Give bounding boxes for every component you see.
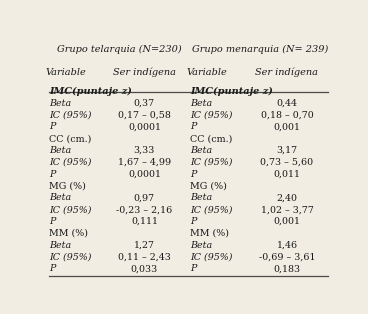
Text: IMC(puntaje z): IMC(puntaje z) bbox=[49, 87, 132, 96]
Text: Beta: Beta bbox=[190, 241, 212, 250]
Text: Grupo menarquia (N= 239): Grupo menarquia (N= 239) bbox=[192, 45, 329, 54]
Text: IC (95%): IC (95%) bbox=[190, 158, 233, 167]
Text: 0,033: 0,033 bbox=[131, 264, 158, 273]
Text: P: P bbox=[190, 122, 197, 131]
Text: 0,011: 0,011 bbox=[273, 170, 301, 179]
Text: P: P bbox=[49, 122, 55, 131]
Text: 0,18 – 0,70: 0,18 – 0,70 bbox=[261, 111, 314, 119]
Text: 0,111: 0,111 bbox=[131, 217, 158, 226]
Text: Grupo telarquia (N=230): Grupo telarquia (N=230) bbox=[57, 45, 182, 54]
Text: 3,17: 3,17 bbox=[276, 146, 298, 155]
Text: Ser indígena: Ser indígena bbox=[255, 68, 318, 78]
Text: MG (%): MG (%) bbox=[49, 181, 86, 191]
Text: IC (95%): IC (95%) bbox=[49, 111, 91, 119]
Text: IC (95%): IC (95%) bbox=[49, 205, 91, 214]
Text: Beta: Beta bbox=[190, 146, 212, 155]
Text: Beta: Beta bbox=[49, 99, 71, 108]
Text: 0,001: 0,001 bbox=[273, 217, 301, 226]
Text: IC (95%): IC (95%) bbox=[49, 253, 91, 262]
Text: 3,33: 3,33 bbox=[134, 146, 155, 155]
Text: 0,17 – 0,58: 0,17 – 0,58 bbox=[118, 111, 171, 119]
Text: P: P bbox=[190, 217, 197, 226]
Text: 0,183: 0,183 bbox=[273, 264, 301, 273]
Text: -0,69 – 3,61: -0,69 – 3,61 bbox=[259, 253, 315, 262]
Text: IC (95%): IC (95%) bbox=[190, 111, 233, 119]
Text: Beta: Beta bbox=[49, 146, 71, 155]
Text: P: P bbox=[49, 170, 55, 179]
Text: 0,0001: 0,0001 bbox=[128, 170, 161, 179]
Text: Beta: Beta bbox=[49, 193, 71, 203]
Text: 1,46: 1,46 bbox=[276, 241, 298, 250]
Text: MM (%): MM (%) bbox=[49, 229, 88, 238]
Text: -0,23 – 2,16: -0,23 – 2,16 bbox=[116, 205, 173, 214]
Text: CC (cm.): CC (cm.) bbox=[190, 134, 233, 143]
Text: 0,44: 0,44 bbox=[276, 99, 297, 108]
Text: P: P bbox=[49, 264, 55, 273]
Text: IC (95%): IC (95%) bbox=[49, 158, 91, 167]
Text: 1,02 – 3,77: 1,02 – 3,77 bbox=[261, 205, 314, 214]
Text: CC (cm.): CC (cm.) bbox=[49, 134, 91, 143]
Text: 1,67 – 4,99: 1,67 – 4,99 bbox=[118, 158, 171, 167]
Text: P: P bbox=[190, 170, 197, 179]
Text: Beta: Beta bbox=[49, 241, 71, 250]
Text: Beta: Beta bbox=[190, 193, 212, 203]
Text: P: P bbox=[49, 217, 55, 226]
Text: MM (%): MM (%) bbox=[190, 229, 229, 238]
Text: 0,37: 0,37 bbox=[134, 99, 155, 108]
Text: P: P bbox=[190, 264, 197, 273]
Text: IC (95%): IC (95%) bbox=[190, 253, 233, 262]
Text: 0,11 – 2,43: 0,11 – 2,43 bbox=[118, 253, 171, 262]
Text: 0,97: 0,97 bbox=[134, 193, 155, 203]
Text: Variable: Variable bbox=[46, 68, 86, 77]
Text: 0,001: 0,001 bbox=[273, 122, 301, 131]
Text: IC (95%): IC (95%) bbox=[190, 205, 233, 214]
Text: 1,27: 1,27 bbox=[134, 241, 155, 250]
Text: 0,0001: 0,0001 bbox=[128, 122, 161, 131]
Text: Ser indígena: Ser indígena bbox=[113, 68, 176, 78]
Text: 2,40: 2,40 bbox=[276, 193, 297, 203]
Text: Variable: Variable bbox=[187, 68, 227, 77]
Text: 0,73 – 5,60: 0,73 – 5,60 bbox=[261, 158, 314, 167]
Text: Beta: Beta bbox=[190, 99, 212, 108]
Text: IMC(puntaje z): IMC(puntaje z) bbox=[190, 87, 273, 96]
Text: MG (%): MG (%) bbox=[190, 181, 227, 191]
